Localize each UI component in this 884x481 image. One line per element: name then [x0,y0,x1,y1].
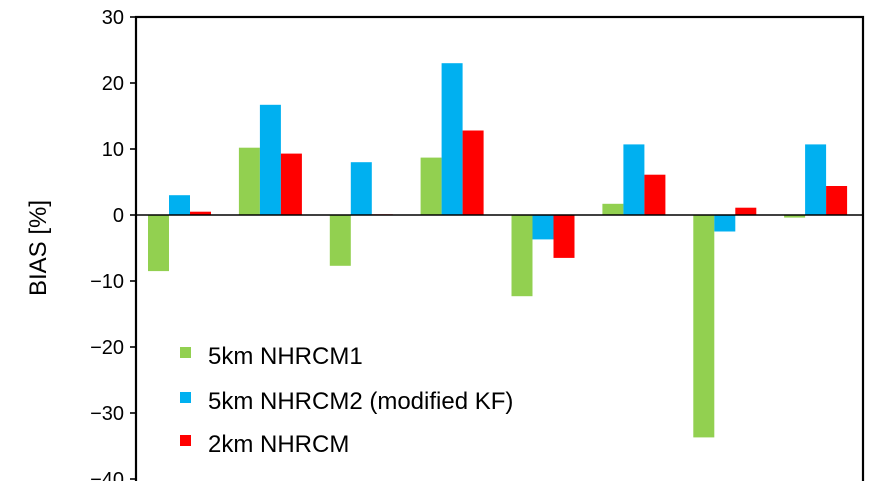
y-tick-label: −10 [90,271,124,293]
legend-label-2: 5km NHRCM2 (modified KF) [208,388,513,415]
y-tick-label: −30 [90,403,124,425]
bar-s1-c8 [784,215,806,218]
bar-s3-c1 [190,211,211,215]
bar-s1-c4 [420,157,442,215]
bar-s2-c4 [441,63,463,216]
legend-label-1: 5km NHRCM1 [208,343,363,370]
bar-s2-c2 [259,104,281,215]
legend: 5km NHRCM1 5km NHRCM2 (modified KF) 2km NH… [180,343,513,458]
y-tick-label: 10 [102,139,124,161]
y-tick-label: −40 [90,469,124,481]
bar-s2-c3 [350,162,372,215]
bar-s2-c8 [805,144,827,215]
bars-layer [148,63,848,438]
bar-s3-c4 [462,130,484,215]
legend-label-3: 2km NHRCM [208,431,349,458]
bar-s3-c5 [553,215,575,258]
plot-frame [134,15,865,481]
bar-s3-c7 [735,207,757,215]
y-tick-label: 20 [102,73,124,95]
y-tick-labels: 30 20 10 0 −10 −20 −30 −40 [90,7,124,481]
bar-s2-c7 [714,215,736,232]
bar-s3-c8 [826,186,848,215]
bar-s1-c7 [693,215,715,438]
bar-s3-c6 [644,174,666,215]
bar-s2-c6 [623,144,645,215]
bar-s1-c5 [511,215,533,297]
bar-s2-c5 [532,215,554,240]
bar-s3-c2 [280,153,302,215]
bar-s1-c3 [329,215,351,266]
y-tick-label: −20 [90,337,124,359]
y-tick-label: 0 [113,205,124,227]
y-tick-label: 30 [102,7,124,29]
bar-s1-c1 [148,215,169,272]
y-axis-title: BIAS [%] [25,200,52,296]
axes-layer [130,15,865,481]
legend-swatch-2 [180,392,191,403]
legend-swatch-1 [180,347,191,358]
bar-s2-c1 [169,195,190,215]
bar-s1-c6 [602,203,624,215]
legend-swatch-3 [180,435,191,446]
bar-s1-c2 [238,147,260,215]
